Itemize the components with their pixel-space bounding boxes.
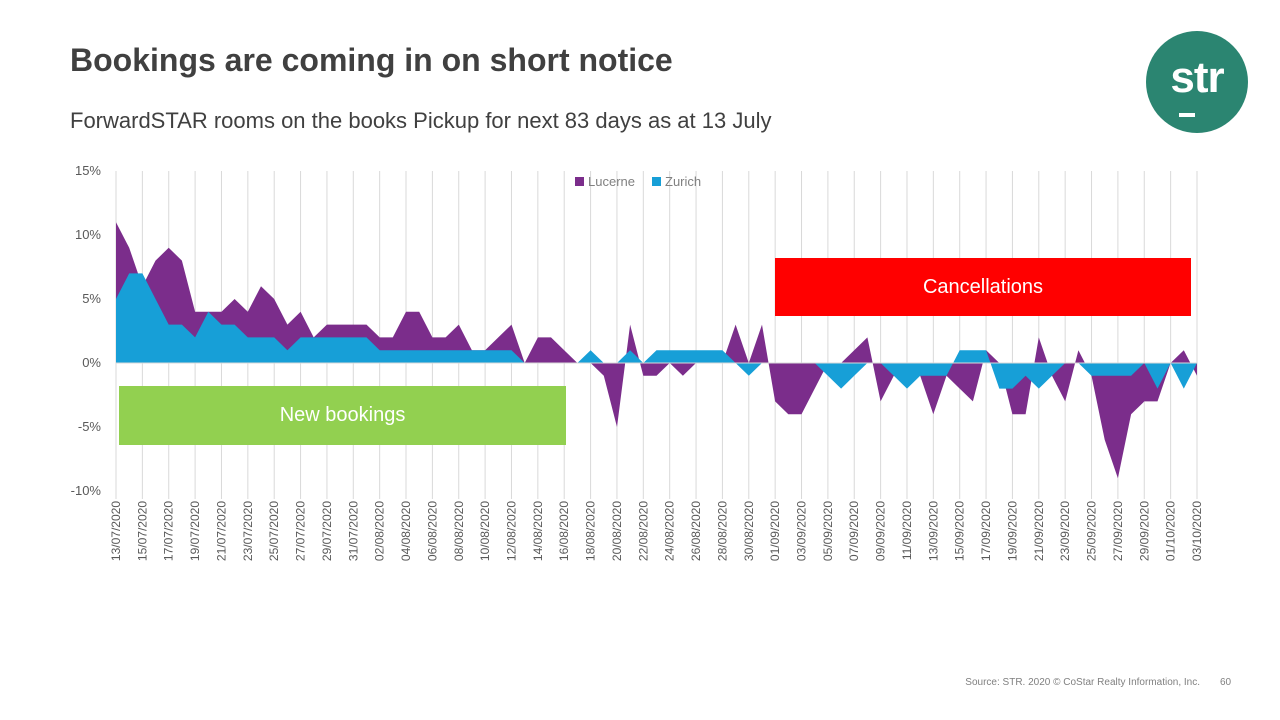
x-tick-label: 05/09/2020: [821, 501, 835, 561]
legend-swatch-zurich: [652, 177, 661, 186]
y-tick-label: 0%: [82, 355, 101, 370]
y-tick-label: -5%: [78, 419, 102, 434]
x-tick-label: 26/08/2020: [689, 501, 703, 561]
x-tick-label: 23/07/2020: [241, 501, 255, 561]
str-logo: str: [1146, 31, 1248, 133]
y-tick-label: 5%: [82, 291, 101, 306]
new-bookings-callout: New bookings: [119, 386, 566, 445]
x-tick-label: 04/08/2020: [399, 501, 413, 561]
x-tick-label: 03/09/2020: [795, 501, 809, 561]
x-tick-label: 21/09/2020: [1032, 501, 1046, 561]
x-tick-label: 15/09/2020: [953, 501, 967, 561]
x-tick-label: 01/10/2020: [1164, 501, 1178, 561]
x-tick-label: 19/07/2020: [188, 501, 202, 561]
x-tick-label: 23/09/2020: [1058, 501, 1072, 561]
x-tick-label: 16/08/2020: [557, 501, 571, 561]
x-tick-label: 13/07/2020: [109, 501, 123, 561]
x-tick-label: 17/07/2020: [162, 501, 176, 561]
x-tick-label: 13/09/2020: [926, 501, 940, 561]
x-tick-label: 15/07/2020: [135, 501, 149, 561]
y-tick-label: 10%: [75, 227, 101, 242]
legend-label-lucerne: Lucerne: [588, 174, 635, 189]
x-tick-label: 25/09/2020: [1085, 501, 1099, 561]
legend-swatch-lucerne: [575, 177, 584, 186]
x-tick-label: 28/08/2020: [715, 501, 729, 561]
y-tick-label: 15%: [75, 163, 101, 178]
x-tick-label: 11/09/2020: [900, 501, 914, 560]
page-subtitle: ForwardSTAR rooms on the books Pickup fo…: [70, 108, 772, 133]
x-tick-label: 01/09/2020: [768, 501, 782, 561]
x-tick-label: 09/09/2020: [874, 501, 888, 561]
x-tick-label: 29/07/2020: [320, 501, 334, 561]
x-tick-label: 27/09/2020: [1111, 501, 1125, 561]
page-number: 60: [1220, 677, 1232, 688]
x-tick-label: 27/07/2020: [294, 501, 308, 561]
x-tick-label: 21/07/2020: [214, 501, 228, 561]
x-tick-label: 07/09/2020: [847, 501, 861, 561]
x-tick-label: 12/08/2020: [504, 501, 518, 561]
x-tick-label: 25/07/2020: [267, 501, 281, 561]
x-tick-label: 22/08/2020: [636, 501, 650, 561]
source-note: Source: STR. 2020 © CoStar Realty Inform…: [965, 677, 1200, 688]
chart-legend: Lucerne Zurich: [575, 174, 701, 189]
x-tick-label: 08/08/2020: [452, 501, 466, 561]
x-tick-label: 10/08/2020: [478, 501, 492, 561]
x-tick-label: 20/08/2020: [610, 501, 624, 561]
x-tick-label: 17/09/2020: [979, 501, 993, 561]
x-tick-label: 18/08/2020: [584, 501, 598, 561]
x-tick-label: 29/09/2020: [1137, 501, 1151, 561]
logo-text: str: [1170, 53, 1224, 102]
x-tick-label: 02/08/2020: [373, 501, 387, 561]
legend-label-zurich: Zurich: [665, 174, 701, 189]
x-tick-label: 14/08/2020: [531, 501, 545, 561]
cancellations-callout: Cancellations: [775, 258, 1191, 316]
x-tick-label: 30/08/2020: [742, 501, 756, 561]
x-tick-label: 03/10/2020: [1190, 501, 1204, 561]
y-tick-label: -10%: [71, 483, 102, 498]
page-title: Bookings are coming in on short notice: [70, 42, 673, 78]
x-tick-label: 31/07/2020: [346, 501, 360, 561]
area-zurich: [116, 273, 1197, 389]
x-tick-label: 19/09/2020: [1005, 501, 1019, 561]
x-tick-label: 24/08/2020: [663, 501, 677, 561]
x-tick-label: 06/08/2020: [425, 501, 439, 561]
